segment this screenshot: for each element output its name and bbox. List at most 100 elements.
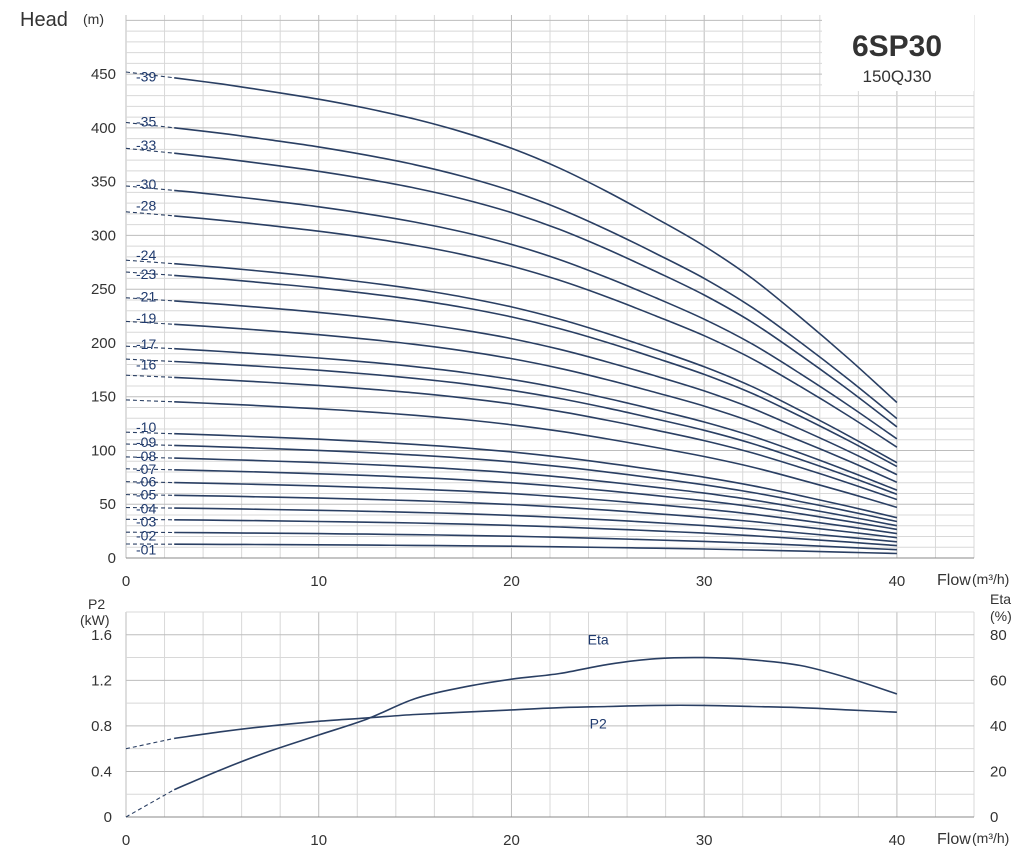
head-curve-extension	[125, 259, 175, 265]
head-curve-extension	[125, 271, 175, 276]
head-curve	[174, 432, 898, 519]
head-curve	[174, 127, 898, 420]
head-curves	[125, 71, 898, 555]
head-curve	[174, 360, 898, 496]
head-curve	[174, 507, 897, 543]
head-curve	[174, 274, 898, 468]
head-curve	[174, 519, 897, 547]
x-tick-label: 20	[503, 573, 520, 590]
eta-axis-unit: (%)	[990, 608, 1012, 624]
y-tick-label: 50	[99, 496, 116, 513]
head-curve-extension	[125, 518, 175, 521]
head-curve	[174, 401, 898, 509]
head-curve	[174, 323, 898, 484]
curve-label: -33	[136, 137, 156, 153]
curve-label: -21	[136, 289, 156, 305]
eta-tick-label: 40	[990, 718, 1007, 735]
p2-curve-label: P2	[590, 716, 607, 732]
flow-axis-unit-bottom: (m³/h)	[972, 830, 1009, 846]
head-axis-unit: (m)	[83, 11, 104, 27]
power-efficiency-axis-ticks: 0 0.4 0.8 1.2 1.6 0 20 40 60 80 0 10 20 30 40	[91, 627, 1007, 849]
eta-curve-label: Eta	[588, 631, 609, 647]
head-curve-extension	[125, 71, 175, 79]
power-efficiency-curves: Eta P2	[125, 631, 898, 818]
x-tick-label: 40	[889, 573, 906, 590]
p2-curve-extension	[125, 737, 175, 750]
model-box: 6SP30 150QJ30	[822, 15, 974, 91]
eta-curve-extension	[125, 789, 175, 818]
y-tick-label: 250	[91, 281, 116, 298]
p2-curve	[174, 704, 897, 740]
p2-axis-title: P2 (kW)	[80, 596, 110, 628]
curve-label: -19	[136, 310, 156, 326]
p2-axis-label: P2	[88, 596, 105, 612]
curve-label: -05	[136, 487, 156, 503]
y-tick-label: 150	[91, 389, 116, 406]
head-curve-extension	[125, 211, 175, 217]
head-curve-extension	[125, 481, 175, 484]
head-curve	[174, 444, 898, 523]
curve-label: -03	[136, 513, 156, 529]
flow-axis-title-top: Flow (m³/h)	[937, 571, 1009, 589]
curve-label: -17	[136, 336, 156, 352]
y-tick-label: 0	[108, 550, 116, 567]
head-curve-extension	[125, 468, 175, 471]
flow-axis-unit-top: (m³/h)	[972, 571, 1009, 587]
head-axis-label: Head	[20, 9, 68, 31]
head-curve	[174, 189, 898, 440]
head-curve-extension	[125, 374, 175, 378]
curve-label: -06	[136, 474, 156, 490]
head-curve-extension	[125, 358, 175, 363]
head-curve-extension	[125, 297, 175, 302]
head-curve-extension	[125, 147, 175, 154]
flow-axis-title-bottom: Flow (m³/h)	[937, 830, 1009, 848]
head-curve	[174, 469, 898, 531]
x-tick-label: 0	[122, 573, 130, 590]
eta-curve	[173, 656, 898, 791]
eta-tick-label: 20	[990, 763, 1007, 780]
p2-tick-label: 1.2	[91, 672, 112, 689]
curve-label: -28	[136, 197, 156, 213]
y-tick-label: 400	[91, 120, 116, 137]
model-title: 6SP30	[852, 30, 942, 63]
head-curve-labels: -39-35-33-30-28-24-23-21-19-17-16-10-09-…	[136, 68, 156, 557]
y-tick-label: 450	[91, 66, 116, 83]
eta-axis-label: Eta	[990, 591, 1011, 607]
head-curve	[174, 481, 898, 535]
curve-label: -08	[136, 448, 156, 464]
flow-axis-label-top: Flow	[937, 572, 971, 589]
head-curve	[174, 152, 898, 428]
head-curve	[174, 300, 898, 476]
head-curve	[174, 543, 897, 555]
eta-tick-label: 60	[990, 672, 1007, 689]
y-tick-label: 100	[91, 442, 116, 459]
head-curve-extension	[125, 185, 175, 191]
curve-label: -01	[136, 541, 156, 557]
eta-tick-label: 80	[990, 627, 1007, 644]
head-curve-extension	[125, 320, 175, 325]
curve-label: -10	[136, 419, 156, 435]
flow-axis-label-bottom: Flow	[937, 831, 971, 848]
head-curve-extension	[125, 345, 175, 350]
head-curve	[174, 262, 898, 464]
curve-label: -39	[136, 68, 156, 84]
y-tick-label: 200	[91, 335, 116, 352]
model-subtitle: 150QJ30	[863, 67, 932, 86]
curve-label: -35	[136, 113, 156, 129]
eta-axis-title: Eta (%)	[990, 591, 1012, 624]
head-curve-extension	[125, 494, 175, 496]
y-tick-label: 350	[91, 174, 116, 191]
curve-label: -30	[136, 176, 156, 192]
x-tick-label: 30	[696, 573, 713, 590]
head-curve	[174, 531, 897, 551]
x-tick-label: 10	[310, 573, 327, 590]
curve-label: -02	[136, 527, 156, 543]
head-curve	[174, 215, 898, 448]
curve-label: -04	[136, 501, 156, 517]
curve-label: -07	[136, 461, 156, 477]
head-curve	[174, 376, 898, 501]
p2-tick-label: 1.6	[91, 627, 112, 644]
head-curve	[174, 347, 898, 491]
curve-label: -24	[136, 247, 156, 263]
